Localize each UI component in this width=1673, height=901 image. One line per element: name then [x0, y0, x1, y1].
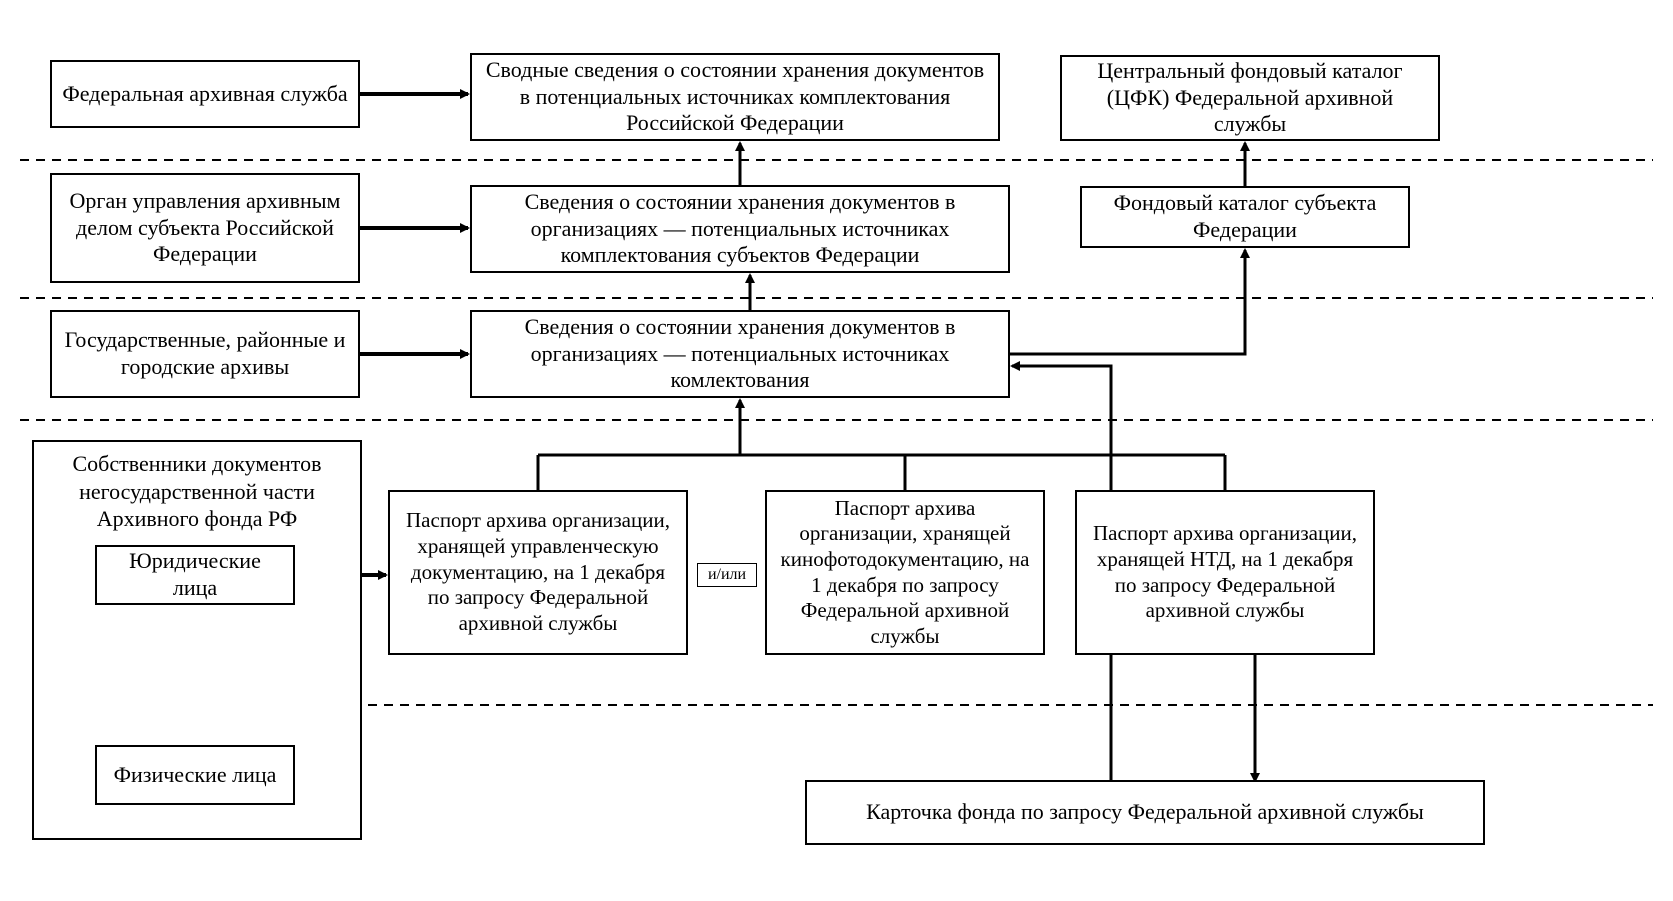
node-a2: Орган управления архивным делом субъекта… [50, 173, 360, 283]
node-a2-label: Орган управления архивным делом субъекта… [60, 188, 350, 268]
diagram-stage: Собственники документов негосударственно… [0, 0, 1673, 901]
node-a4a-label: Юридические лица [105, 548, 285, 602]
node-a4b-label: Физические лица [105, 762, 285, 789]
node-a1-label: Федеральная архивная служба [60, 81, 350, 108]
node-a4-title: Собственники документов негосударственно… [44, 450, 350, 533]
node-c2: Фондовый каталог субъекта Федерации [1080, 186, 1410, 248]
node-b1-label: Сводные сведения о состоянии хранения до… [480, 57, 990, 137]
node-a3: Государственные, районные и городские ар… [50, 310, 360, 398]
node-b3: Сведения о состоянии хранения документов… [470, 310, 1010, 398]
node-b3-label: Сведения о состоянии хранения документов… [480, 314, 1000, 394]
node-c1-label: Центральный фондовый каталог (ЦФК) Федер… [1070, 58, 1430, 138]
node-p3-label: Паспорт архива организации, хранящей НТД… [1085, 521, 1365, 623]
node-andor-label: и/или [708, 565, 746, 585]
node-p2-label: Паспорт архива организации, хранящей кин… [775, 496, 1035, 650]
node-a3-label: Государственные, районные и городские ар… [60, 327, 350, 381]
node-c2-label: Фондовый каталог субъекта Федерации [1090, 190, 1400, 244]
node-a4b: Физические лица [95, 745, 295, 805]
node-p2: Паспорт архива организации, хранящей кин… [765, 490, 1045, 655]
node-b1: Сводные сведения о состоянии хранения до… [470, 53, 1000, 141]
node-a1: Федеральная архивная служба [50, 60, 360, 128]
node-a4a: Юридические лица [95, 545, 295, 605]
node-andor: и/или [697, 563, 757, 587]
node-k-label: Карточка фонда по запросу Федеральной ар… [815, 799, 1475, 826]
node-b2: Сведения о состоянии хранения документов… [470, 185, 1010, 273]
node-c1: Центральный фондовый каталог (ЦФК) Федер… [1060, 55, 1440, 141]
node-b2-label: Сведения о состоянии хранения документов… [480, 189, 1000, 269]
node-k: Карточка фонда по запросу Федеральной ар… [805, 780, 1485, 845]
node-p1-label: Паспорт архива организации, хранящей упр… [398, 508, 678, 636]
node-p1: Паспорт архива организации, хранящей упр… [388, 490, 688, 655]
node-p3: Паспорт архива организации, хранящей НТД… [1075, 490, 1375, 655]
